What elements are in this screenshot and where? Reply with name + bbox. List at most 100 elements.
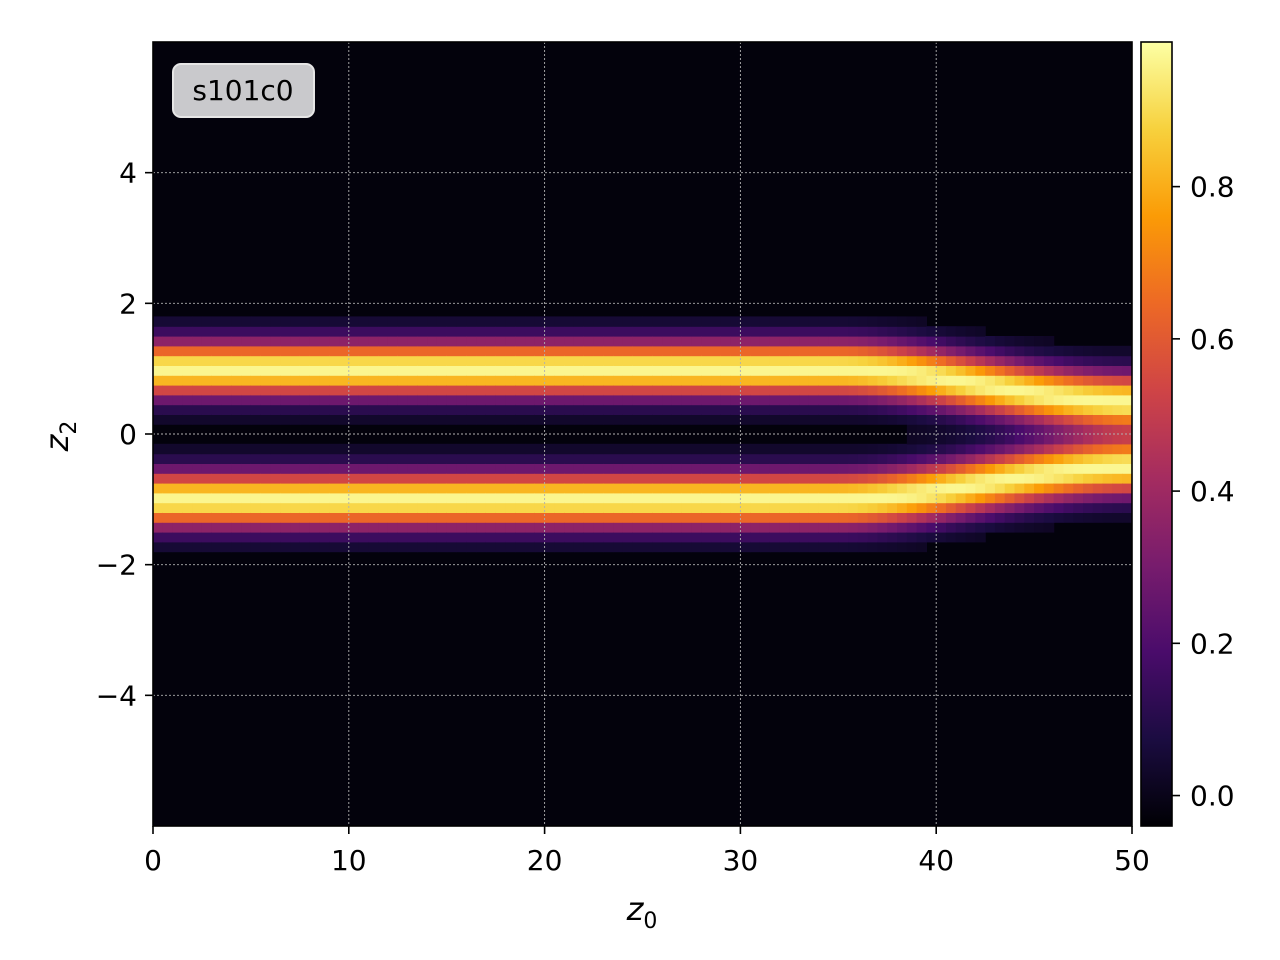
heat-cell [926, 522, 937, 533]
heat-cell [329, 541, 340, 553]
heat-cell [632, 532, 644, 543]
heat-cell [1034, 365, 1045, 376]
heat-cell [848, 492, 859, 504]
colorbar-ticks: 0.00.20.40.60.8 [1172, 171, 1235, 813]
heat-cell [515, 385, 526, 396]
heat-cell [182, 443, 193, 455]
heat-cell [583, 463, 595, 474]
heat-cell [662, 443, 673, 455]
heat-cell [593, 522, 604, 533]
heat-cell [525, 404, 536, 415]
heat-cell [897, 385, 908, 396]
heat-cell [1102, 365, 1114, 376]
heat-cell [299, 326, 311, 337]
heat-cell [691, 492, 702, 504]
heat-cell [260, 385, 272, 396]
heat-cell [897, 404, 908, 415]
heat-cell [955, 326, 967, 337]
heat-cell [1014, 394, 1025, 406]
heat-cell [358, 414, 369, 425]
heat-cell [299, 404, 311, 415]
heat-cell [1034, 522, 1045, 533]
heat-cell [211, 502, 223, 513]
heat-cell [613, 336, 624, 347]
heat-cell [564, 365, 575, 376]
heat-cell [162, 326, 174, 337]
heat-cell [1053, 443, 1065, 455]
heat-cell [848, 336, 859, 347]
heat-cell [867, 326, 879, 337]
heat-cell [936, 375, 947, 386]
heat-cell [789, 345, 800, 357]
heat-cell [319, 404, 330, 415]
heat-cell [691, 443, 702, 455]
heat-cell [662, 492, 673, 504]
heat-cell [936, 453, 947, 464]
heat-cell [407, 532, 418, 543]
heat-cell [397, 385, 409, 396]
heat-cell [358, 483, 369, 494]
heat-cell [387, 385, 399, 396]
heat-cell [397, 473, 409, 484]
heat-cell [299, 463, 311, 474]
colorbar-tick-label: 0.0 [1190, 780, 1235, 813]
heat-cell [339, 326, 350, 337]
heat-cell [466, 492, 477, 504]
heat-cell [632, 355, 644, 366]
heat-cell [1122, 345, 1132, 357]
heat-cell [632, 541, 644, 553]
heat-cell [290, 463, 301, 474]
heat-cell [887, 502, 898, 513]
heat-cell [515, 365, 526, 376]
heat-cell [936, 394, 947, 406]
heat-cell [603, 326, 614, 337]
heat-cell [378, 502, 389, 513]
heat-cell [534, 345, 546, 357]
heat-cell [495, 443, 507, 455]
heat-cell [172, 404, 183, 415]
heat-cell [1014, 473, 1025, 484]
heat-cell [407, 336, 418, 347]
heat-cell [613, 443, 624, 455]
heat-cell [799, 375, 810, 386]
heat-cell [828, 483, 839, 494]
heat-cell [476, 375, 487, 386]
heat-cell [290, 522, 301, 533]
colorbar-tick-label: 0.8 [1190, 171, 1235, 204]
heat-cell [799, 453, 810, 464]
heat-cell [769, 483, 781, 494]
heat-cell [720, 375, 732, 386]
heat-cell [515, 483, 526, 494]
heat-cell [1092, 443, 1104, 455]
heat-cell [153, 502, 164, 513]
heat-cell [162, 375, 174, 386]
heat-cell [534, 375, 546, 386]
heat-cell [945, 424, 957, 435]
heat-cell [769, 345, 781, 357]
heat-cell [270, 414, 281, 425]
heat-cell [1043, 404, 1055, 415]
heat-cell [1014, 375, 1025, 386]
heat-cell [485, 492, 497, 504]
heat-cell [505, 502, 516, 513]
heat-cell [857, 541, 869, 553]
heat-cell [201, 473, 213, 484]
heat-cell [505, 492, 516, 504]
heat-cell [1083, 404, 1094, 415]
heat-cell [270, 365, 281, 376]
heat-cell [466, 453, 477, 464]
heat-cell [955, 414, 967, 425]
heat-cell [182, 473, 193, 484]
heat-cell [485, 345, 497, 357]
heat-cell [681, 414, 693, 425]
heat-cell [1014, 365, 1025, 376]
heat-cell [808, 326, 820, 337]
heat-cell [632, 473, 644, 484]
heat-cell [329, 473, 340, 484]
heat-cell [407, 483, 418, 494]
heat-cell [985, 336, 996, 347]
heat-cell [368, 316, 379, 327]
heat-cell [534, 502, 546, 513]
heat-cell [730, 512, 741, 523]
heat-cell [808, 336, 820, 347]
